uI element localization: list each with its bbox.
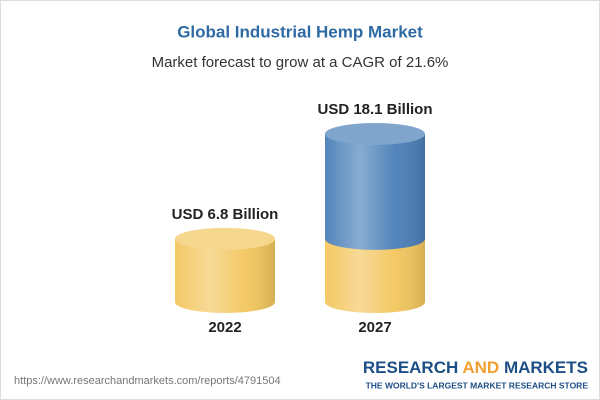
bar-top-light (325, 123, 425, 145)
bar-shine (325, 134, 425, 239)
bar-top (325, 123, 425, 145)
source-url: https://www.researchandmarkets.com/repor… (14, 375, 281, 387)
bar-top (175, 227, 275, 250)
chart-title: Global Industrial Hemp Market (177, 22, 423, 41)
value-label: USD 18.1 Billion (317, 101, 432, 118)
bar-top-light (175, 227, 275, 250)
x-tick-label: 2027 (358, 319, 391, 336)
value-label: USD 6.8 Billion (172, 206, 279, 223)
chart-subtitle: Market forecast to grow at a CAGR of 21.… (152, 54, 449, 71)
x-tick-label: 2022 (208, 319, 241, 336)
brand-part: MARKETS (504, 358, 588, 377)
brand-part: AND (462, 358, 499, 377)
brand: RESEARCH AND MARKETS (363, 358, 588, 377)
brand-part: RESEARCH (363, 358, 458, 377)
tagline: THE WORLD'S LARGEST MARKET RESEARCH STOR… (366, 380, 589, 390)
